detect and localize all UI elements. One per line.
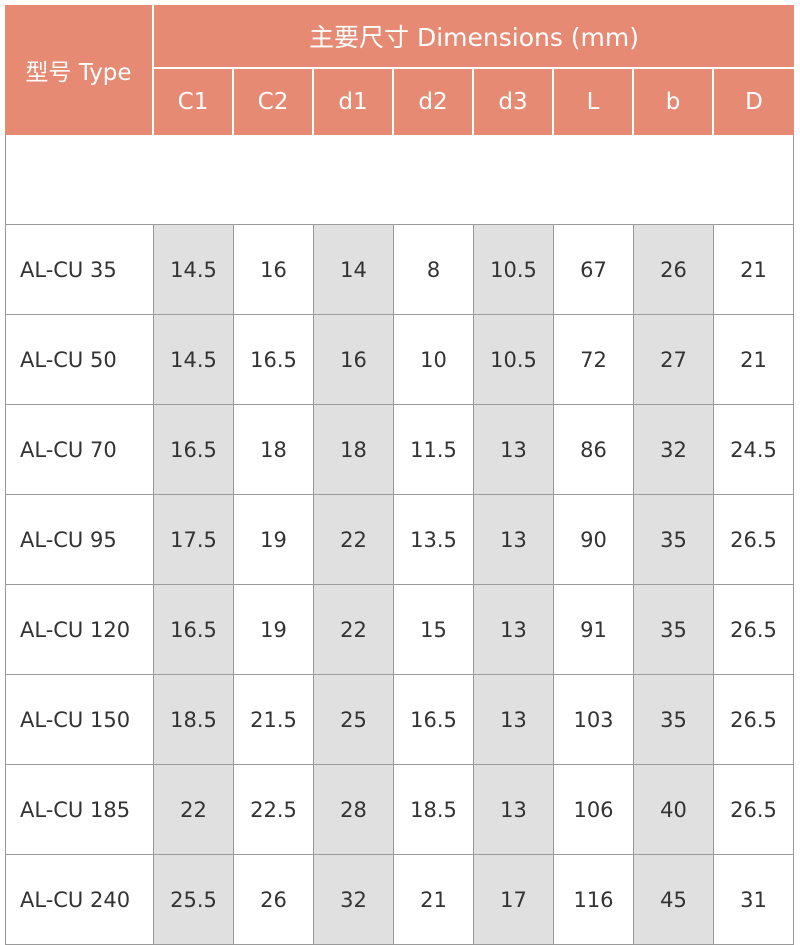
column-header-c2: C2 [234,69,314,135]
value-cell-d: 31 [714,855,795,945]
value-cell-l: 116 [554,855,634,945]
type-cell: AL-CU 150 [5,675,154,765]
value-cell-d3: 13 [474,675,554,765]
value-cell-d2: 13.5 [394,495,474,585]
value-cell-l: 86 [554,405,634,495]
table-row: AL-CU 150 18.5 21.5 25 16.5 13 103 35 26.5 [5,675,795,765]
table-row: AL-CU 35 14.5 16 14 8 10.5 67 26 21 [5,225,795,315]
value-cell-c2: 19 [234,495,314,585]
value-cell-d3: 13 [474,585,554,675]
value-cell-d2: 8 [394,225,474,315]
value-cell-d1: 28 [314,765,394,855]
value-cell-d3: 17 [474,855,554,945]
type-cell: AL-CU 35 [5,225,154,315]
value-cell-d2: 18.5 [394,765,474,855]
value-cell-d3: 13 [474,765,554,855]
value-cell-l: 103 [554,675,634,765]
value-cell-d1: 32 [314,855,394,945]
value-cell-d: 26.5 [714,495,795,585]
column-header-d1: d1 [314,69,394,135]
column-header-l: L [554,69,634,135]
type-cell: AL-CU 120 [5,585,154,675]
table-row: AL-CU 70 16.5 18 18 11.5 13 86 32 24.5 [5,405,795,495]
type-cell: AL-CU 50 [5,315,154,405]
value-cell-d: 26.5 [714,585,795,675]
value-cell-c2: 22.5 [234,765,314,855]
value-cell-c1: 25.5 [154,855,234,945]
value-cell-b: 35 [634,675,714,765]
value-cell-c1: 14.5 [154,315,234,405]
value-cell-d3: 10.5 [474,225,554,315]
value-cell-d3: 10.5 [474,315,554,405]
value-cell-d1: 25 [314,675,394,765]
value-cell-c2: 18 [234,405,314,495]
value-cell-c2: 16.5 [234,315,314,405]
value-cell-l: 90 [554,495,634,585]
value-cell-d3: 13 [474,405,554,495]
value-cell-b: 40 [634,765,714,855]
value-cell-c1: 16.5 [154,405,234,495]
table-row: AL-CU 185 22 22.5 28 18.5 13 106 40 26.5 [5,765,795,855]
value-cell-d: 21 [714,225,795,315]
type-cell: AL-CU 185 [5,765,154,855]
value-cell-d1: 14 [314,225,394,315]
value-cell-d2: 11.5 [394,405,474,495]
value-cell-c2: 21.5 [234,675,314,765]
value-cell-d3: 13 [474,495,554,585]
column-header-d2: d2 [394,69,474,135]
table-row: AL-CU 120 16.5 19 22 15 13 91 35 26.5 [5,585,795,675]
value-cell-c1: 22 [154,765,234,855]
value-cell-c2: 26 [234,855,314,945]
value-cell-d: 21 [714,315,795,405]
value-cell-c1: 17.5 [154,495,234,585]
type-cell: AL-CU 240 [5,855,154,945]
value-cell-d1: 22 [314,585,394,675]
value-cell-d1: 18 [314,405,394,495]
value-cell-b: 45 [634,855,714,945]
value-cell-d: 26.5 [714,675,795,765]
table-row: AL-CU 240 25.5 26 32 21 17 116 45 31 [5,855,795,945]
value-cell-b: 27 [634,315,714,405]
type-column-header: 型号 Type [5,5,154,135]
value-cell-c2: 19 [234,585,314,675]
value-cell-d1: 16 [314,315,394,405]
value-cell-c2: 16 [234,225,314,315]
value-cell-b: 26 [634,225,714,315]
table-row: AL-CU 50 14.5 16.5 16 10 10.5 72 27 21 [5,315,795,405]
dimensions-group-header: 主要尺寸 Dimensions (mm) [154,5,795,69]
value-cell-d2: 21 [394,855,474,945]
value-cell-c1: 14.5 [154,225,234,315]
value-cell-d2: 15 [394,585,474,675]
value-cell-d2: 16.5 [394,675,474,765]
value-cell-l: 91 [554,585,634,675]
value-cell-l: 106 [554,765,634,855]
column-header-b: b [634,69,714,135]
dimensions-table: 型号 Type 主要尺寸 Dimensions (mm) C1 C2 d1 d2… [5,5,795,945]
column-header-d3: d3 [474,69,554,135]
table-row: AL-CU 95 17.5 19 22 13.5 13 90 35 26.5 [5,495,795,585]
value-cell-d1: 22 [314,495,394,585]
value-cell-l: 67 [554,225,634,315]
value-cell-c1: 18.5 [154,675,234,765]
table-body: AL-CU 35 14.5 16 14 8 10.5 67 26 21 AL-CU 50 14.5 1… [5,135,795,945]
value-cell-d: 26.5 [714,765,795,855]
value-cell-d: 24.5 [714,405,795,495]
column-header-c1: C1 [154,69,234,135]
value-cell-b: 35 [634,495,714,585]
value-cell-b: 32 [634,405,714,495]
value-cell-c1: 16.5 [154,585,234,675]
value-cell-b: 35 [634,585,714,675]
type-cell: AL-CU 70 [5,405,154,495]
type-cell: AL-CU 95 [5,495,154,585]
column-header-d: D [714,69,795,135]
value-cell-l: 72 [554,315,634,405]
value-cell-d2: 10 [394,315,474,405]
